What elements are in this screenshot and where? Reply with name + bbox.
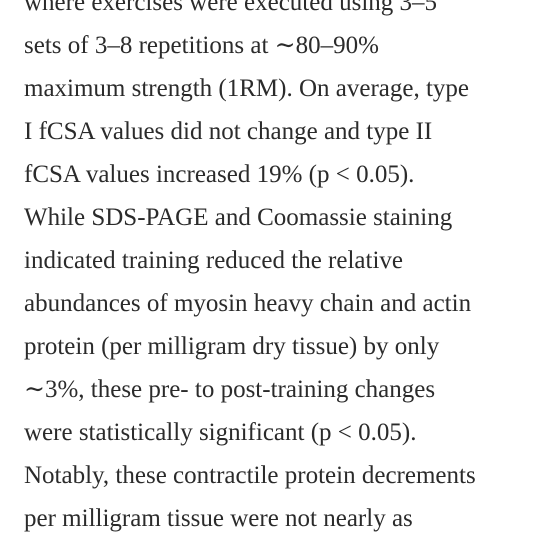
text-line: I fCSA values did not change and type II	[24, 118, 433, 145]
text-line: maximum strength (1RM). On average, type	[24, 75, 470, 102]
text-line: per milligram tissue were not nearly as	[24, 505, 413, 532]
text-line: ∼3%, these pre- to post-training changes	[24, 376, 436, 403]
text-line: fCSA values increased 19% (p < 0.05).	[24, 161, 415, 188]
text-line: sets of 3–8 repetitions at ∼80–90%	[24, 32, 379, 59]
text-line: While SDS-PAGE and Coomassie staining	[24, 204, 453, 231]
text-line: Notably, these contractile protein decre…	[24, 462, 476, 489]
text-line: indicated training reduced the relative	[24, 247, 403, 274]
text-line: were statistically significant (p < 0.05…	[24, 419, 417, 446]
paragraph: where exercises were executed using 3–5 s…	[24, 0, 554, 540]
text-line: protein (per milligram dry tissue) by on…	[24, 333, 440, 360]
text-line: where exercises were executed using 3–5	[24, 0, 438, 16]
text-line: abundances of myosin heavy chain and act…	[24, 290, 472, 317]
